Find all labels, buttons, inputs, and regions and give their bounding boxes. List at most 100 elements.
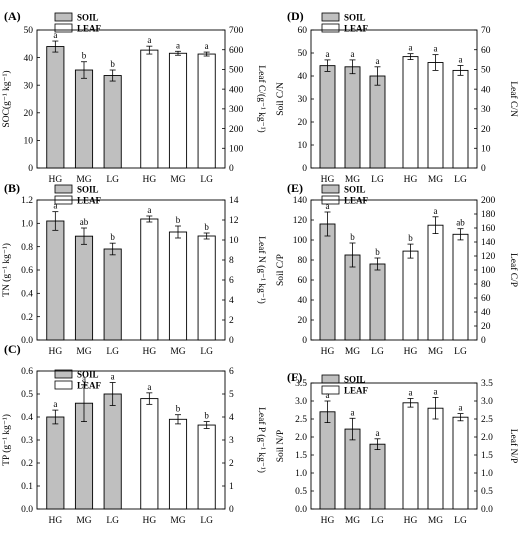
significance-label: a xyxy=(351,49,355,59)
tick-label-left: 100 xyxy=(293,236,308,246)
category-label: MG xyxy=(345,516,360,526)
legend-label-soil: SOIL xyxy=(344,185,366,195)
tick-label-right: 5 xyxy=(229,390,234,400)
panel-label: (C) xyxy=(4,342,21,356)
bar-soil-hg xyxy=(46,416,65,510)
bar-leaf-mg xyxy=(427,407,444,510)
category-label: LG xyxy=(200,516,213,526)
tick-label-right: 12 xyxy=(229,216,239,226)
tick-label-right: 180 xyxy=(481,210,496,220)
category-label: MG xyxy=(170,175,185,185)
significance-label: a xyxy=(409,387,413,397)
y-axis-label-right: Leaf P (g⁻¹ kg⁻¹) xyxy=(256,407,267,473)
tick-label-left: 30 xyxy=(298,95,308,105)
category-label: HG xyxy=(142,516,156,526)
significance-label: a xyxy=(351,407,355,417)
tick-label-right: 500 xyxy=(229,66,244,76)
tick-label-right: 200 xyxy=(481,196,496,206)
tick-label-right: 3 xyxy=(229,436,234,446)
category-label: HG xyxy=(321,516,335,526)
bar-leaf-hg xyxy=(402,250,419,341)
bar-leaf-hg xyxy=(140,218,159,341)
tick-label-right: 60 xyxy=(481,46,491,56)
tick-label-left: 0.5 xyxy=(21,390,33,400)
significance-label: b xyxy=(82,51,87,61)
tick-label-left: 10 xyxy=(298,141,308,151)
tick-label-right: 3.0 xyxy=(481,397,493,407)
tick-label-left: 20 xyxy=(24,109,34,119)
tick-label-left: 20 xyxy=(298,118,308,128)
tick-label-right: 1.0 xyxy=(481,469,493,479)
tick-label-right: 1 xyxy=(229,482,234,492)
tick-label-left: 0 xyxy=(302,336,307,346)
bar-leaf-mg xyxy=(168,418,188,510)
tick-label-left: 40 xyxy=(298,296,308,306)
category-label: LG xyxy=(454,516,467,526)
legend-swatch-soil xyxy=(321,184,340,194)
legend-label-leaf: LEAF xyxy=(344,24,369,34)
tick-label-left: 50 xyxy=(24,26,34,36)
bar-soil-hg xyxy=(319,65,336,169)
tick-label-right: 20 xyxy=(481,125,491,135)
y-axis-label-left: Soil C/N xyxy=(276,82,286,116)
legend-label-soil: SOIL xyxy=(344,13,366,23)
tick-label-left: 0.6 xyxy=(21,266,33,276)
category-label: MG xyxy=(428,516,443,526)
plot-frame xyxy=(310,382,478,510)
significance-label: b xyxy=(408,233,413,243)
tick-label-left: 0.0 xyxy=(295,505,307,515)
tick-label-right: 2 xyxy=(229,459,234,469)
tick-label-right: 0 xyxy=(481,164,486,174)
category-label: LG xyxy=(371,516,384,526)
significance-label: b xyxy=(110,59,115,69)
tick-label-right: 10 xyxy=(229,236,239,246)
tick-label-left: 60 xyxy=(298,276,308,286)
legend-label-leaf: LEAF xyxy=(77,24,102,34)
tick-label-right: 0.0 xyxy=(481,505,493,515)
tick-label-left: 0.8 xyxy=(21,243,33,253)
tick-label-left: 40 xyxy=(24,54,34,64)
legend-label-leaf: LEAF xyxy=(77,196,102,206)
category-label: HG xyxy=(48,516,62,526)
tick-label-left: 0.1 xyxy=(21,482,33,492)
tick-label-right: 0 xyxy=(229,164,234,174)
legend-label-soil: SOIL xyxy=(77,370,99,380)
tick-label-left: 0 xyxy=(28,164,33,174)
significance-label: a xyxy=(459,403,463,413)
significance-label: a xyxy=(459,54,463,64)
panel-label: (F) xyxy=(287,370,302,384)
y-axis-label-left: Soil C/P xyxy=(276,254,286,286)
tick-label-right: 20 xyxy=(481,322,491,332)
bar-leaf-lg xyxy=(452,233,469,341)
bar-leaf-hg xyxy=(402,402,419,510)
tick-label-right: 60 xyxy=(481,294,491,304)
category-label: HG xyxy=(48,175,62,185)
legend-label-leaf: LEAF xyxy=(77,381,102,391)
category-label: LG xyxy=(371,347,384,357)
tick-label-right: 1.5 xyxy=(481,451,493,461)
significance-label: ab xyxy=(456,218,465,228)
tick-label-right: 6 xyxy=(229,367,234,377)
bar-soil-lg xyxy=(369,75,386,169)
y-axis-label-right: Leaf N/P xyxy=(508,429,519,464)
category-label: MG xyxy=(170,347,185,357)
significance-label: a xyxy=(147,382,151,392)
legend-swatch-leaf xyxy=(321,23,340,33)
category-label: HG xyxy=(321,347,335,357)
tick-label-right: 2.0 xyxy=(481,433,493,443)
legend-label-leaf: LEAF xyxy=(344,386,369,396)
significance-label: a xyxy=(53,399,57,409)
category-label: LG xyxy=(106,516,119,526)
significance-label: a xyxy=(376,428,380,438)
tick-label-right: 0 xyxy=(481,336,486,346)
bar-soil-lg xyxy=(103,75,122,169)
tick-label-right: 160 xyxy=(481,224,496,234)
legend-swatch-leaf xyxy=(54,380,73,390)
plot-frame xyxy=(36,370,226,510)
legend-swatch-soil xyxy=(321,374,340,384)
bar-leaf-hg xyxy=(402,56,419,169)
category-label: LG xyxy=(106,175,119,185)
bar-leaf-hg xyxy=(140,398,159,510)
category-label: HG xyxy=(404,175,418,185)
